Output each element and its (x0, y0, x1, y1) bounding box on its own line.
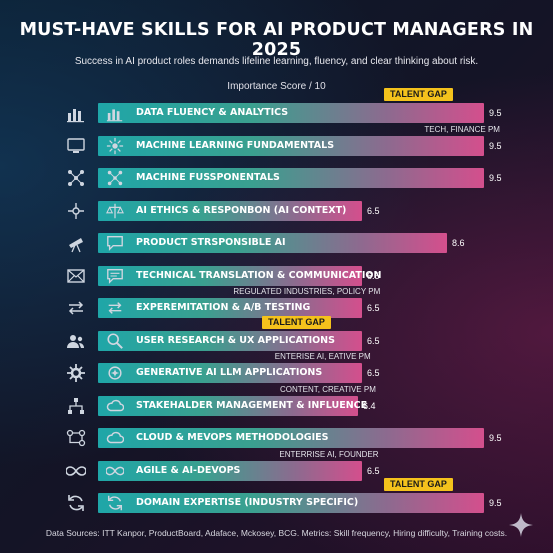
bar-chart-icon (106, 104, 124, 122)
cloud-infinity-icon (106, 429, 125, 447)
chat-icon (106, 234, 124, 252)
talent-gap-badge: TALENT GAP (262, 315, 331, 329)
bar-label: PRODUCT STRSPONSIBLE AI (136, 237, 286, 248)
bar (98, 428, 484, 448)
bar-label: GENERATIVE AI LLM APPLICATIONS (136, 367, 323, 378)
data-label: 9.5 (489, 140, 502, 151)
bar (98, 233, 447, 253)
data-label: 6.5 (367, 270, 380, 281)
bar-label: USER RESEARCH & UX APPLICATIONS (136, 334, 335, 346)
flow-icon (66, 428, 86, 448)
sparkle-gear-icon (106, 364, 124, 382)
envelope-icon (66, 266, 86, 286)
bar (98, 200, 362, 221)
data-label: 9.5 (489, 433, 502, 443)
bar (98, 265, 362, 286)
data-label: 6.5 (367, 335, 380, 346)
bar (98, 135, 484, 156)
cycle-icon (106, 494, 124, 512)
bar-label: STAKEHALDER MANAGEMENT & INFLUENCE (136, 399, 368, 411)
nodes-icon (106, 169, 124, 187)
data-label: 6.5 (367, 465, 380, 476)
bar-label: MACHINE LEARNING FUNDAMENTALS (136, 139, 335, 151)
telescope-icon (66, 233, 86, 253)
bar-label: TECHNICAL TRANSLATION & COMMUNICATION (136, 269, 382, 281)
bar-label: AI ETHICS & RESPONBON (AI CONTEXT) (136, 204, 347, 216)
data-label: 6.5 (367, 205, 380, 216)
axis-label: Importance Score / 10 (227, 81, 326, 92)
bar-label: DATA FLUENCY & ANALYTICS (136, 107, 289, 118)
refresh-icon (66, 493, 86, 513)
bar (98, 168, 484, 188)
bar (98, 330, 362, 351)
segment-note: TECH, FINANCE PM (424, 124, 500, 134)
data-label: 6.5 (367, 303, 380, 313)
bar-chart-icon (66, 103, 86, 123)
nodes-icon (66, 168, 86, 188)
bar (98, 363, 362, 383)
data-label: 9.5 (489, 498, 502, 508)
gear-icon (66, 363, 86, 383)
bar (98, 103, 484, 123)
magnifier-icon (106, 332, 124, 350)
bar-label: DOMAIN EXPERTISE (INDUSTRY SPECIFIC) (136, 497, 359, 508)
data-label: 9.5 (489, 108, 502, 118)
bar (98, 395, 358, 416)
chat-lines-icon (106, 267, 124, 285)
data-label: 8.6 (452, 238, 465, 248)
data-source: Data Sources: ITT Kanpor, ProductBoard, … (45, 528, 508, 538)
people-icon (66, 331, 86, 351)
segment-note: ENTERISE AI, EATIVE PM (274, 352, 371, 361)
bar-label: AGILE & AI-DEVOPS (136, 464, 241, 476)
segment-note: REGULATED INDUSTRIES, POLICY PM (233, 287, 381, 296)
shield-scale-icon (106, 202, 124, 220)
monitor-icon (66, 136, 86, 156)
bar-label: MACHINE FUSSPONENTALS (136, 172, 280, 183)
chart-title: MUST-HAVE SKILLS FOR AI PRODUCT MANAGERS… (19, 20, 534, 60)
data-label: 6.4 (363, 400, 376, 411)
bar (98, 460, 362, 481)
bar-label: CLOUD & MEVOPS METHODOLOGIES (136, 432, 329, 443)
network-icon (66, 201, 86, 221)
bar-label: EXPEREMITATION & A/B TESTING (136, 302, 311, 313)
data-label: 6.5 (367, 368, 380, 378)
talent-gap-badge: TALENT GAP (384, 88, 453, 101)
segment-note: ENTERRISE AI, FOUNDER (279, 449, 379, 459)
arrows-icon (66, 298, 86, 318)
sparkle-icon (509, 513, 533, 537)
hierarchy-icon (66, 396, 86, 416)
bar (98, 298, 362, 318)
infinity-icon (65, 461, 87, 481)
talent-gap-badge: TALENT GAP (384, 478, 453, 491)
bar (98, 493, 484, 513)
chart-subtitle: Success in AI product roles demands life… (74, 56, 479, 67)
cloud-icon (106, 397, 125, 415)
network-brain-icon (106, 137, 124, 155)
data-label: 9.5 (489, 173, 502, 183)
swap-arrows-icon (106, 299, 124, 317)
segment-note: CONTENT, CREATIVE PM (280, 384, 376, 394)
infinity-icon (105, 462, 125, 480)
